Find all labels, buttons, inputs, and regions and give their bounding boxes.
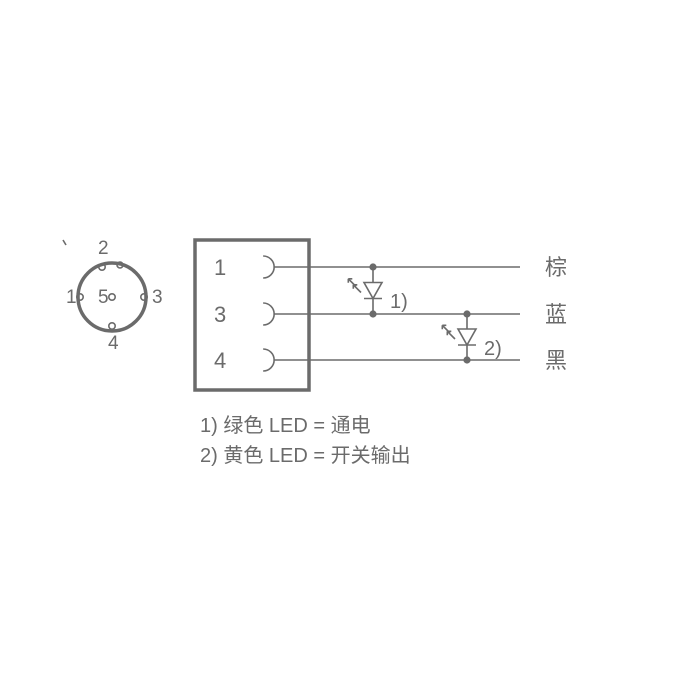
- pin-label-4: 4: [108, 333, 119, 354]
- legend-line-2: 2) 黄色 LED = 开关输出: [200, 444, 411, 467]
- wiring-diagram: 123451棕3蓝4黑1)2)1) 绿色 LED = 通电2) 黄色 LED =…: [0, 0, 700, 700]
- diode-triangle: [458, 329, 476, 345]
- connector-face: 1 2 3 4 5: [66, 238, 163, 354]
- terminal-arc-4: [263, 349, 274, 371]
- led-1: 1): [348, 263, 407, 317]
- terminal-box: 1 棕 3 蓝 4 黑: [195, 240, 567, 390]
- wire-label-4: 黑: [545, 348, 567, 373]
- pin-label-3: 3: [152, 287, 163, 308]
- terminal-arc-3: [263, 303, 274, 325]
- terminal-arc-1: [263, 256, 274, 278]
- wire-label-1: 棕: [545, 255, 567, 280]
- led-2: 2): [442, 310, 501, 363]
- legend-line-1: 1) 绿色 LED = 通电: [200, 414, 371, 437]
- pin-label-5: 5: [98, 287, 109, 308]
- pin-5: [109, 294, 115, 300]
- tick-mark: [63, 240, 66, 245]
- terminal-num-4: 4: [214, 348, 226, 373]
- wire-label-3: 蓝: [545, 302, 567, 327]
- diode-triangle: [364, 283, 382, 299]
- legend: 1) 绿色 LED = 通电 2) 黄色 LED = 开关输出: [200, 414, 411, 467]
- terminal-num-1: 1: [214, 255, 226, 280]
- led-label-1: 1): [390, 291, 408, 313]
- terminal-num-3: 3: [214, 302, 226, 327]
- pin-label-1: 1: [66, 287, 77, 308]
- pin-4: [109, 323, 115, 329]
- led-label-2: 2): [484, 338, 502, 360]
- pin-label-2: 2: [98, 238, 109, 259]
